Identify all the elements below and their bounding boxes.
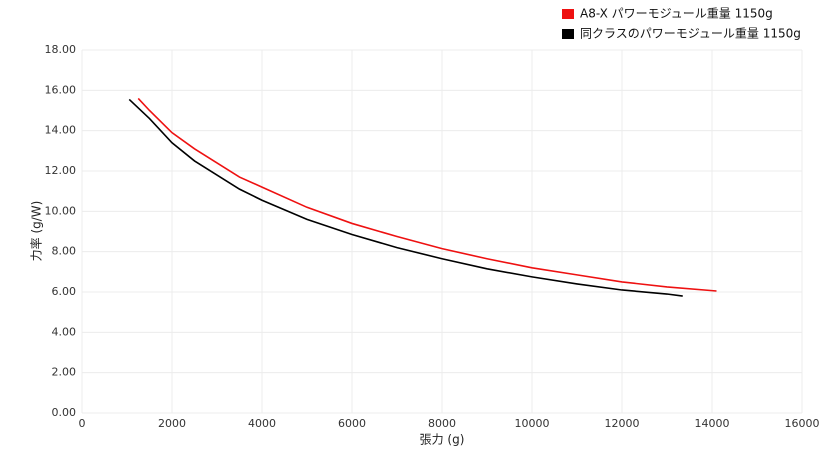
- x-axis-title: 張力 (g): [420, 433, 465, 447]
- legend-label: 同クラスのパワーモジュール重量 1150g: [580, 27, 801, 41]
- y-tick-label: 10.00: [45, 204, 77, 217]
- x-tick-label: 16000: [785, 417, 820, 430]
- x-tick-label: 12000: [605, 417, 640, 430]
- x-tick-label: 14000: [695, 417, 730, 430]
- y-tick-label: 6.00: [52, 285, 77, 298]
- y-tick-label: 8.00: [52, 245, 77, 258]
- x-tick-label: 0: [79, 417, 86, 430]
- legend-label: A8-X パワーモジュール重量 1150g: [580, 7, 773, 21]
- legend-swatch: [562, 29, 574, 39]
- x-tick-label: 2000: [158, 417, 186, 430]
- legend-swatch: [562, 9, 574, 19]
- x-tick-label: 10000: [515, 417, 550, 430]
- x-tick-label: 6000: [338, 417, 366, 430]
- y-axis-title: 力率 (g/W): [29, 201, 44, 262]
- y-tick-label: 0.00: [52, 406, 77, 419]
- y-tick-label: 12.00: [45, 164, 77, 177]
- series-line: [128, 98, 683, 297]
- y-tick-label: 4.00: [52, 325, 77, 338]
- y-tick-label: 2.00: [52, 366, 77, 379]
- series-line: [137, 97, 717, 292]
- x-tick-label: 4000: [248, 417, 276, 430]
- y-tick-label: 16.00: [45, 83, 77, 96]
- y-tick-label: 14.00: [45, 124, 77, 137]
- x-tick-label: 8000: [428, 417, 456, 430]
- y-tick-label: 18.00: [45, 43, 77, 56]
